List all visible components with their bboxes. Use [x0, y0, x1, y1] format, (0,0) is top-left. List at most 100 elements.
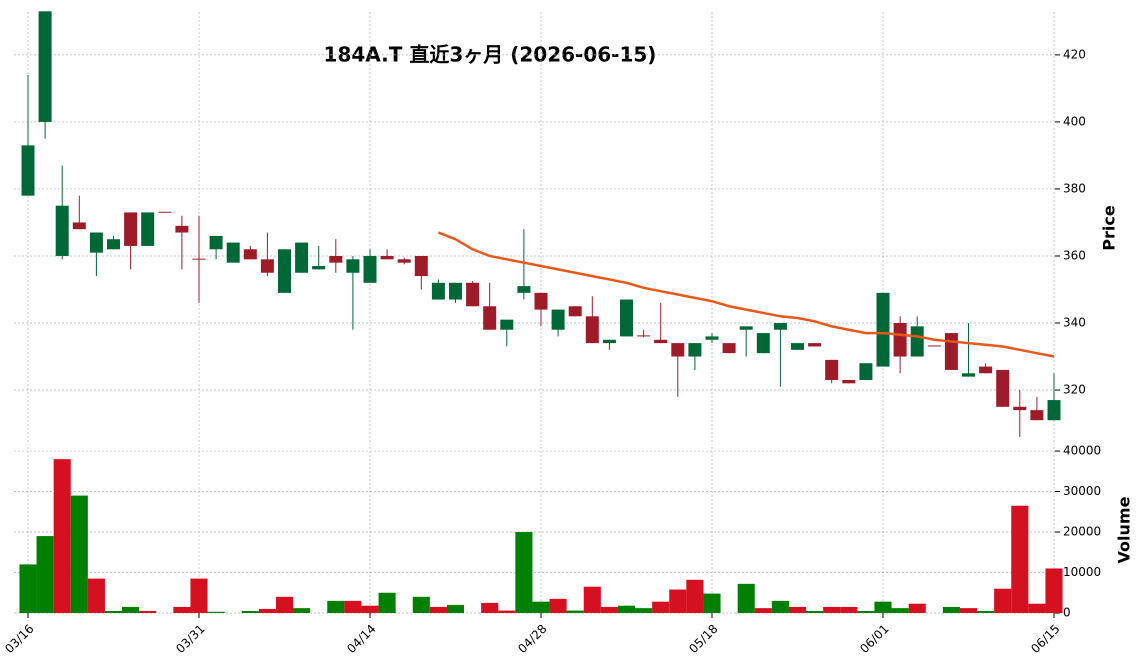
candle-body [500, 319, 514, 330]
volume-bar [1011, 505, 1029, 613]
candle-body [996, 369, 1010, 407]
candle-body [312, 266, 326, 270]
x-tick-label: 04/14 [344, 622, 378, 656]
x-tick-label: 03/31 [173, 622, 207, 656]
volume-bar [139, 610, 157, 613]
candle-body [431, 282, 445, 300]
candle-body [175, 225, 189, 233]
volume-bar [412, 596, 430, 613]
volume-bar [258, 608, 276, 613]
candle-body [671, 343, 685, 357]
volume-bar [481, 602, 499, 613]
candle-body [72, 222, 86, 230]
candle-body [517, 286, 531, 293]
volume-bar [515, 532, 533, 613]
candle-body [158, 211, 172, 213]
y-tick-label: 420 [1063, 47, 1086, 61]
x-tick-label: 06/15 [1028, 622, 1062, 656]
candle-body [141, 212, 155, 246]
y-tick-label: 380 [1063, 181, 1086, 195]
volume-bar [652, 601, 670, 613]
candle-body [876, 292, 890, 367]
volume-axis-label: Volume [1115, 496, 1134, 563]
candle-body [825, 359, 839, 380]
volume-bar [908, 603, 926, 613]
volume-bar [361, 605, 379, 613]
volume-tick-label: 0 [1063, 606, 1071, 620]
volume-bar [823, 606, 841, 613]
volume-bar [19, 564, 37, 613]
candle-body [602, 339, 616, 344]
volume-bar [207, 611, 225, 613]
candle-body [89, 232, 103, 253]
candle-body [192, 258, 206, 260]
candle-body [55, 205, 69, 256]
volume-bar [104, 610, 123, 613]
volume-bar [686, 579, 704, 613]
candle-body [38, 11, 52, 122]
volume-tick-label: 20000 [1063, 525, 1101, 539]
volume-bar [532, 601, 550, 613]
volume-bar [70, 495, 88, 613]
candle-body [260, 259, 274, 273]
volume-bar [959, 608, 978, 613]
volume-bar [122, 606, 140, 613]
candle-body [568, 306, 582, 317]
candle-body [791, 343, 804, 350]
volume-bar [498, 610, 516, 613]
candle-body [654, 339, 668, 344]
volume-bar [788, 606, 807, 613]
candle-body [226, 242, 240, 263]
volume-bar [327, 600, 345, 613]
candle-body [1030, 410, 1044, 421]
volume-bar [806, 610, 824, 613]
candle-body [346, 259, 360, 273]
volume-tick-label: 30000 [1063, 484, 1101, 498]
volume-bar [293, 608, 311, 613]
candle-body [893, 323, 907, 357]
x-tick-label: 06/01 [857, 622, 891, 656]
candle-body [859, 363, 873, 380]
candle-body [756, 333, 770, 354]
candle-body [243, 249, 257, 260]
candle-body [363, 255, 377, 283]
candle-body [397, 259, 411, 263]
volume-bar [549, 598, 567, 613]
volume-bar [429, 606, 447, 613]
volume-bar [669, 589, 687, 613]
volume-bar [275, 596, 294, 613]
volume-bar [378, 592, 396, 613]
candle-body [739, 326, 753, 330]
y-tick-label: 340 [1063, 316, 1086, 330]
candle-body [910, 326, 924, 357]
volume-bar [53, 459, 71, 613]
volume-bar [36, 536, 54, 613]
candle-body [688, 343, 702, 357]
volume-bar [190, 578, 208, 613]
volume-bar [617, 605, 636, 613]
x-tick-label: 03/16 [2, 622, 36, 656]
volume-bar [344, 600, 362, 613]
volume-bar [942, 606, 960, 613]
volume-bar [583, 586, 601, 613]
candle-body [295, 242, 309, 273]
volume-bar [446, 604, 465, 613]
candle-body [1013, 406, 1027, 411]
candle-body [209, 235, 223, 250]
volume-bar [87, 578, 105, 613]
candle-body [944, 333, 958, 370]
candle-body [380, 255, 394, 260]
candle-body [449, 282, 462, 300]
volume-bar [566, 610, 584, 613]
candle-body [329, 255, 343, 263]
volume-tick-label: 40000 [1063, 444, 1101, 458]
y-tick-label: 360 [1063, 248, 1086, 262]
volume-bar [857, 610, 875, 613]
x-tick-label: 05/18 [686, 622, 720, 656]
x-tick-label: 04/28 [515, 622, 549, 656]
volume-tick-label: 10000 [1063, 565, 1101, 579]
candle-body [620, 299, 633, 337]
candle-body [705, 336, 719, 340]
volume-bar [754, 608, 772, 613]
